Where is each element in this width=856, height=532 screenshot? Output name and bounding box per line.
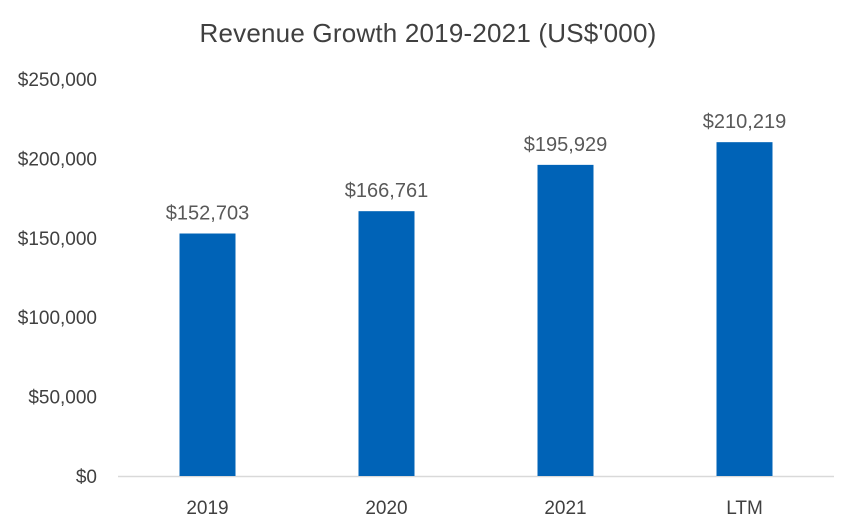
- x-tick-label: 2020: [365, 498, 407, 519]
- x-tick-label: LTM: [726, 498, 763, 519]
- data-label: $166,761: [345, 180, 428, 202]
- y-tick-label: $250,000: [18, 70, 97, 91]
- bar: [537, 164, 594, 476]
- y-tick-label: $200,000: [18, 149, 97, 170]
- data-label: $195,929: [524, 134, 607, 156]
- y-tick-label: $100,000: [18, 308, 97, 329]
- bar: [358, 211, 415, 476]
- y-tick-label: $0: [76, 467, 97, 488]
- bar: [179, 233, 236, 476]
- x-tick-label: 2021: [544, 498, 586, 519]
- y-tick-label: $50,000: [28, 388, 97, 409]
- data-label: $210,219: [703, 111, 786, 133]
- y-tick-label: $150,000: [18, 229, 97, 250]
- x-tick-label: 2019: [186, 498, 228, 519]
- bar: [716, 142, 773, 476]
- chart-title: Revenue Growth 2019-2021 (US$'000): [199, 18, 657, 48]
- data-label: $152,703: [166, 203, 249, 225]
